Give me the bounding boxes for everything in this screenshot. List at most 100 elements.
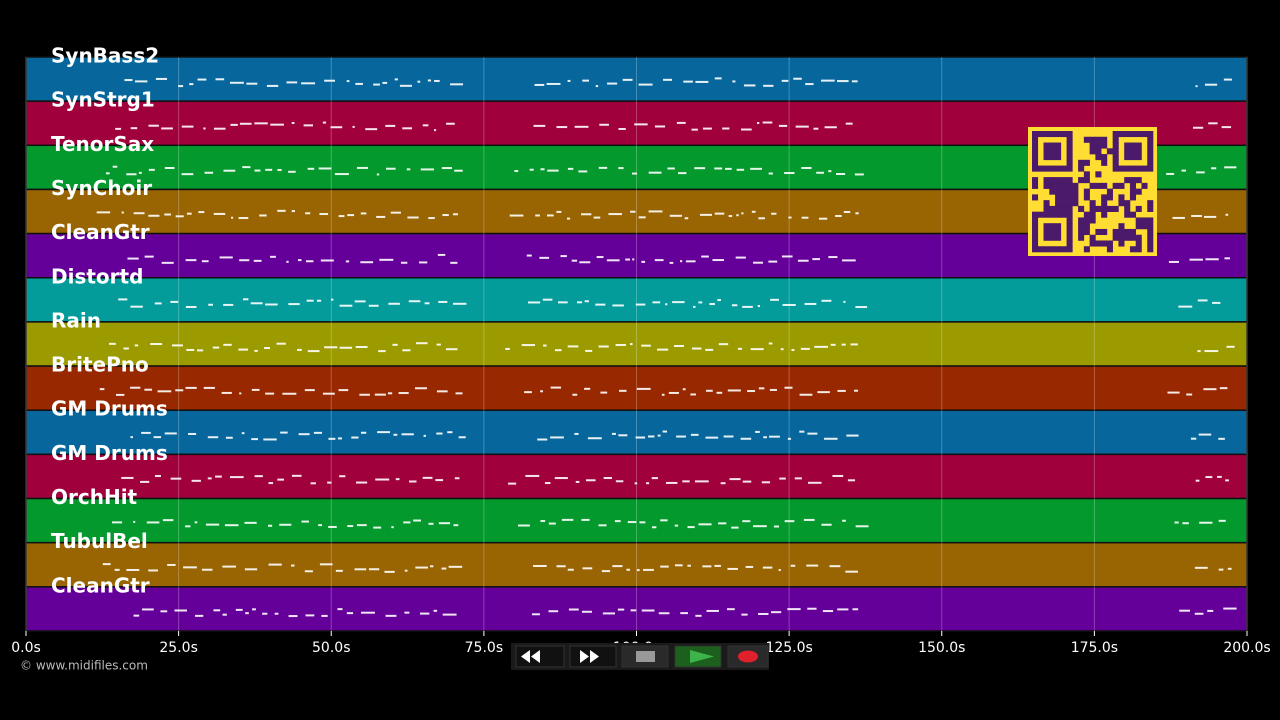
note — [378, 350, 386, 353]
note — [291, 564, 295, 567]
note — [338, 215, 345, 218]
qr-cell — [1032, 136, 1039, 143]
note — [547, 169, 559, 172]
qr-cell — [1072, 188, 1079, 195]
note — [736, 168, 745, 171]
note — [612, 304, 624, 307]
note — [599, 123, 609, 126]
note — [354, 568, 367, 571]
note — [208, 303, 213, 306]
qr-cell — [1101, 205, 1108, 212]
note — [207, 436, 219, 439]
note — [194, 521, 198, 524]
note — [841, 259, 856, 262]
track-label: GM Drums — [51, 397, 168, 421]
qr-cell — [1055, 148, 1062, 155]
record-button[interactable] — [727, 645, 769, 668]
note — [223, 303, 234, 306]
qr-cell — [1147, 234, 1154, 241]
note — [812, 258, 820, 261]
qr-cell — [1106, 205, 1113, 212]
note — [533, 124, 546, 127]
qr-cell — [1083, 194, 1090, 201]
note — [301, 82, 316, 85]
note — [181, 173, 194, 176]
note — [768, 260, 778, 263]
note — [695, 80, 709, 83]
rewind-button[interactable] — [515, 645, 565, 668]
note — [778, 124, 788, 127]
note — [1224, 166, 1237, 169]
note — [404, 611, 410, 614]
note — [133, 614, 140, 617]
note — [571, 259, 578, 262]
note — [769, 435, 780, 438]
note — [652, 301, 661, 304]
note — [824, 126, 837, 129]
note — [1189, 258, 1203, 261]
note — [680, 612, 688, 615]
note — [126, 568, 140, 571]
track-label: SynBass2 — [51, 44, 159, 68]
play-button[interactable] — [674, 645, 722, 668]
note — [729, 478, 741, 481]
note — [229, 476, 244, 479]
qr-cell — [1083, 228, 1090, 236]
note — [155, 475, 161, 478]
note — [762, 121, 773, 124]
qr-cell — [1078, 217, 1085, 224]
qr-cell — [1147, 154, 1154, 161]
qr-cell — [1066, 228, 1073, 236]
qr-cell — [1043, 142, 1050, 149]
tick-label: 75.0s — [465, 640, 503, 656]
note — [148, 168, 155, 171]
note — [207, 477, 212, 480]
note — [1217, 475, 1222, 478]
qr-cell — [1066, 131, 1073, 138]
note — [446, 122, 455, 125]
note — [419, 261, 428, 264]
note — [728, 215, 733, 218]
note — [150, 343, 163, 346]
note — [175, 215, 184, 218]
note — [414, 387, 427, 390]
qr-cell — [1141, 131, 1148, 138]
note — [804, 302, 817, 305]
note — [1195, 85, 1198, 88]
qr-cell — [1101, 211, 1108, 218]
note — [277, 478, 285, 481]
note — [185, 305, 197, 308]
fast-forward-button[interactable] — [569, 645, 617, 668]
note — [118, 298, 128, 301]
note — [164, 213, 171, 216]
note — [753, 261, 764, 264]
note — [130, 386, 141, 389]
note — [148, 124, 159, 127]
note — [189, 83, 194, 86]
qr-cell — [1129, 131, 1137, 138]
qr-cell — [1118, 131, 1125, 138]
qr-code — [1028, 127, 1157, 256]
note — [534, 83, 545, 86]
qr-cell — [1043, 154, 1050, 161]
note — [373, 526, 382, 529]
note — [108, 342, 116, 345]
qr-cell — [1124, 131, 1131, 138]
qr-cell — [1101, 136, 1108, 143]
note — [694, 167, 706, 170]
note — [1182, 522, 1189, 525]
note — [322, 121, 327, 124]
note — [535, 214, 540, 217]
note — [581, 213, 592, 216]
note — [567, 345, 579, 348]
qr-cell — [1060, 194, 1067, 201]
stop-button[interactable] — [621, 645, 669, 668]
note — [567, 79, 571, 82]
note — [130, 305, 143, 308]
note — [508, 482, 517, 485]
qr-cell — [1066, 246, 1073, 253]
note — [204, 171, 214, 174]
note — [805, 83, 814, 86]
note — [1166, 172, 1175, 175]
qr-cell — [1049, 223, 1056, 230]
